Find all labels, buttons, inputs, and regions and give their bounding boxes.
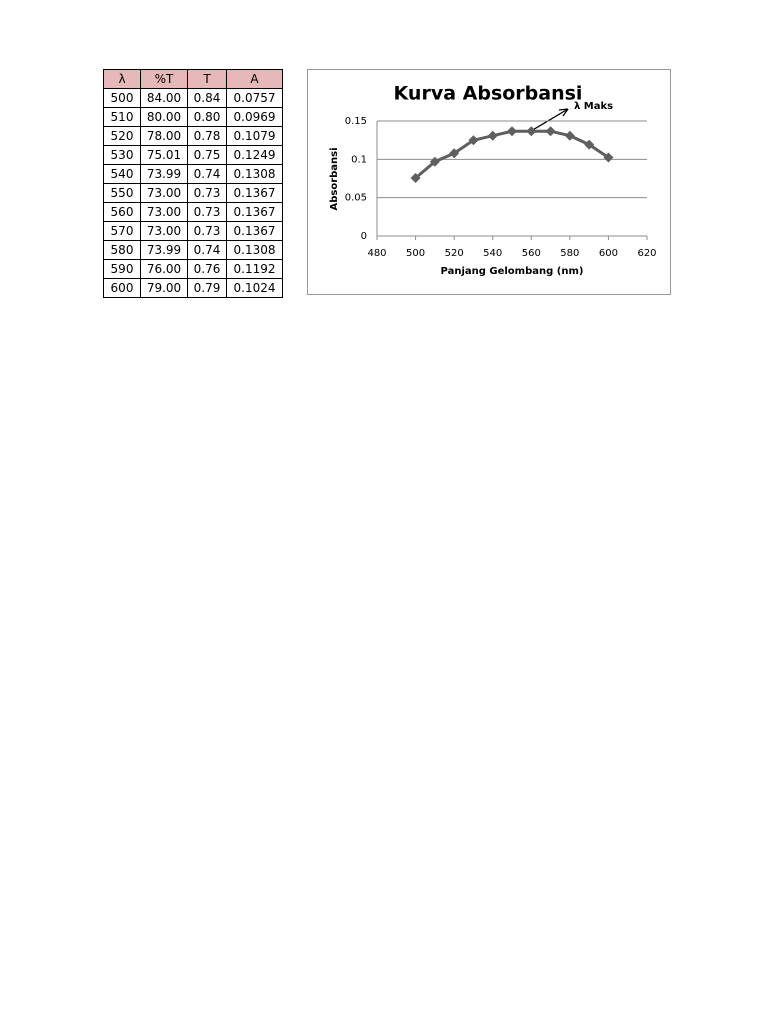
table-cell: 0.1367 bbox=[226, 183, 283, 203]
header-cell: A bbox=[226, 69, 283, 89]
x-tick-label: 520 bbox=[445, 248, 464, 259]
data-point bbox=[410, 172, 421, 183]
table-row: 500 84.00 0.84 0.0757 bbox=[103, 88, 283, 108]
table-cell: 0.1367 bbox=[226, 221, 283, 241]
data-point bbox=[449, 148, 460, 159]
chart-frame bbox=[307, 69, 671, 295]
data-point bbox=[603, 152, 614, 163]
table-row: 590 76.00 0.76 0.1192 bbox=[103, 259, 283, 279]
x-tick-label: 500 bbox=[406, 248, 425, 259]
table-cell: 550 bbox=[103, 183, 141, 203]
y-tick-label: 0 bbox=[361, 231, 367, 242]
data-point bbox=[507, 126, 517, 137]
table-cell: 80.00 bbox=[140, 107, 188, 127]
table-row: 600 79.00 0.79 0.1024 bbox=[103, 278, 283, 298]
table-cell: 600 bbox=[103, 278, 141, 298]
table-row: 540 73.99 0.74 0.1308 bbox=[103, 164, 283, 184]
header-cell: %T bbox=[140, 69, 188, 89]
annotation-arrow bbox=[530, 108, 569, 132]
y-axis-label: Absorbansi bbox=[329, 147, 340, 210]
header-cell: λ bbox=[103, 69, 141, 89]
table-cell: 0.0757 bbox=[226, 88, 283, 108]
x-tick-label: 600 bbox=[599, 248, 618, 259]
table-cell: 0.79 bbox=[187, 278, 227, 298]
table-cell: 0.74 bbox=[187, 240, 227, 260]
x-axis-label: Panjang Gelombang (nm) bbox=[441, 266, 584, 277]
table-cell: 0.80 bbox=[187, 107, 227, 127]
arrow-head bbox=[558, 108, 569, 117]
x-tick-label: 560 bbox=[522, 248, 541, 259]
table-cell: 0.1079 bbox=[226, 126, 283, 146]
table-cell: 0.1367 bbox=[226, 202, 283, 222]
table-cell: 540 bbox=[103, 164, 141, 184]
data-point bbox=[564, 130, 575, 141]
table-row: 520 78.00 0.78 0.1079 bbox=[103, 126, 283, 146]
table-cell: 0.78 bbox=[187, 126, 227, 146]
table-row: 570 73.00 0.73 0.1367 bbox=[103, 221, 283, 241]
table-cell: 73.00 bbox=[140, 183, 188, 203]
chart-title: Kurva Absorbansi bbox=[394, 83, 583, 105]
table-cell: 0.84 bbox=[187, 88, 227, 108]
data-table: λ %T T A 500 84.00 0.84 0.0757 510 80.00 0.80 0.09… bbox=[103, 69, 283, 298]
data-point bbox=[429, 156, 440, 167]
data-point bbox=[584, 139, 595, 150]
table-row: 580 73.99 0.74 0.1308 bbox=[103, 240, 283, 260]
table-cell: 580 bbox=[103, 240, 141, 260]
x-tick-label: 480 bbox=[367, 248, 386, 259]
data-point bbox=[487, 130, 498, 141]
annotation: λ Maks bbox=[574, 101, 613, 112]
table-cell: 73.00 bbox=[140, 221, 188, 241]
table-cell: 0.0969 bbox=[226, 107, 283, 127]
data-point bbox=[468, 135, 479, 146]
data-point bbox=[545, 126, 556, 137]
y-tick-label: 0.1 bbox=[351, 154, 367, 165]
x-tick-label: 540 bbox=[483, 248, 502, 259]
data-point bbox=[526, 126, 537, 137]
x-tick-label: 580 bbox=[560, 248, 579, 259]
table-cell: 0.1024 bbox=[226, 278, 283, 298]
table-row: 550 73.00 0.73 0.1367 bbox=[103, 183, 283, 203]
y-tick-label: 0.15 bbox=[345, 116, 367, 127]
table-cell: 76.00 bbox=[140, 259, 188, 279]
table-body: 500 84.00 0.84 0.0757 510 80.00 0.80 0.0969 520 7… bbox=[103, 88, 283, 298]
y-tick-label: 0.05 bbox=[345, 193, 367, 204]
x-tick-label: 620 bbox=[637, 248, 656, 259]
table-cell: 0.1192 bbox=[226, 259, 283, 279]
